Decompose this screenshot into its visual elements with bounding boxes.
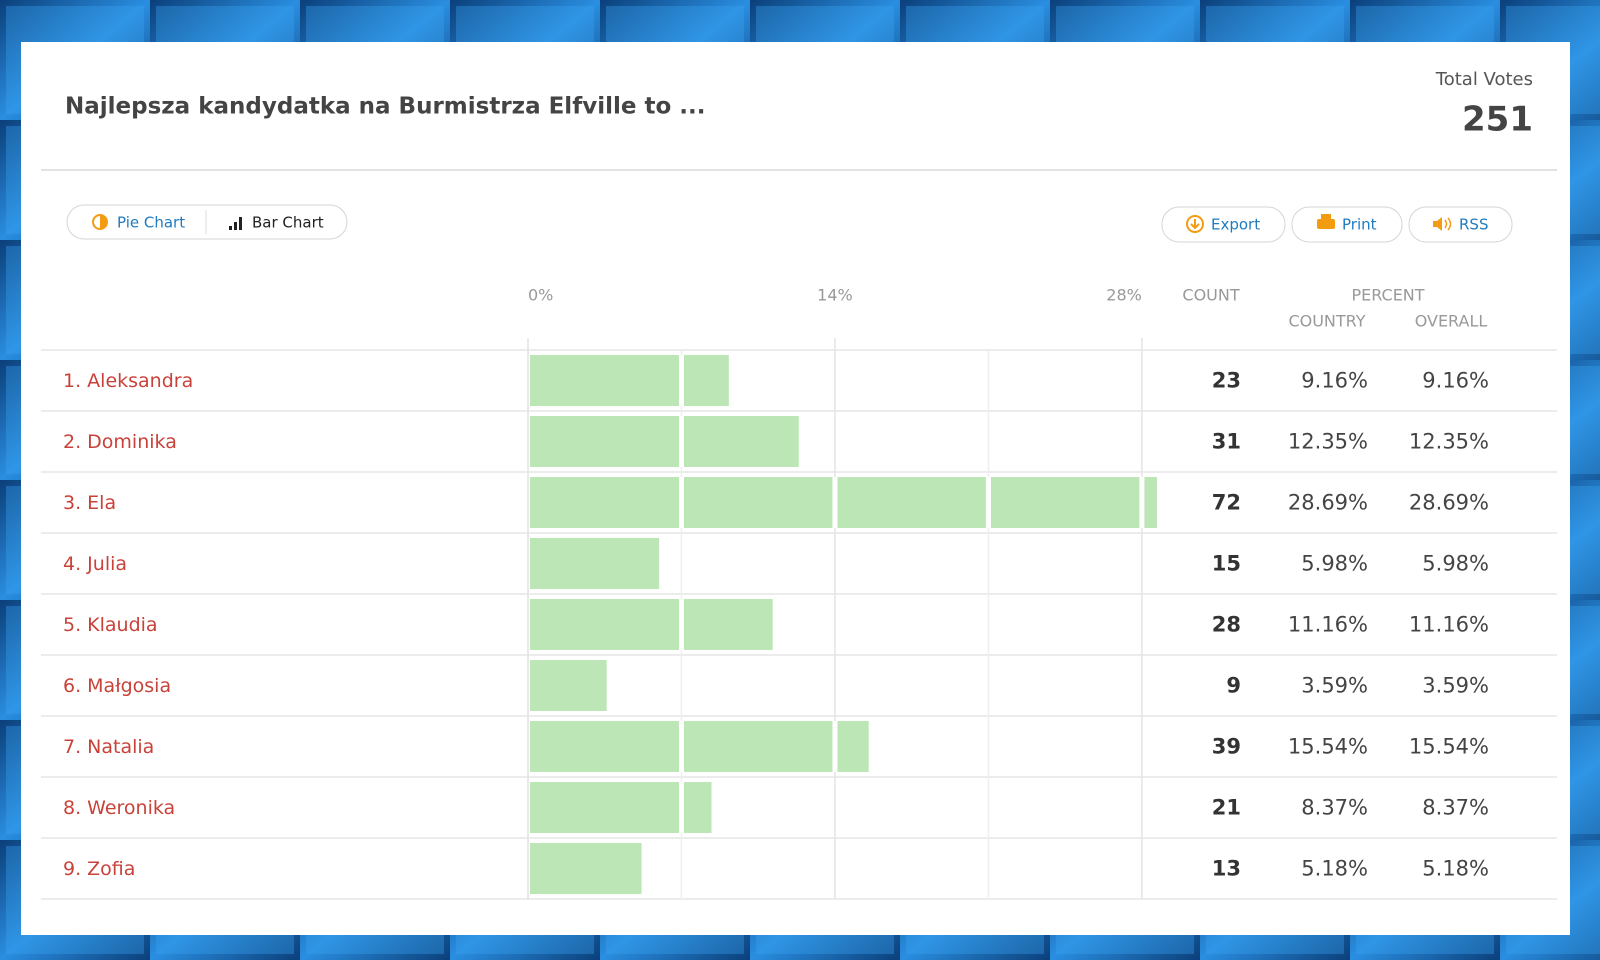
total-value: 251 [1462,100,1533,140]
candidate-name: 7. Natalia [63,736,154,758]
bar-icon [229,226,232,230]
bar [530,416,799,467]
country-percent: 15.54% [1288,735,1368,759]
pie-chart-label[interactable]: Pie Chart [117,214,185,232]
bar [530,599,773,650]
overall-percent: 15.54% [1409,735,1489,759]
vote-count: 23 [1212,369,1241,393]
candidate-name: 4. Julia [63,553,127,575]
overall-percent: 12.35% [1409,430,1489,454]
candidate-name: 2. Dominika [63,431,177,453]
vote-count: 15 [1212,552,1241,576]
rss-icon-waves [1444,217,1452,231]
print-pill[interactable] [1291,206,1403,243]
percent-header: PERCENT [1351,286,1424,305]
bar-icon [239,217,242,230]
bar-icon [234,222,237,230]
overall-percent: 8.37% [1422,796,1489,820]
vote-count: 21 [1212,796,1241,820]
overall-percent: 28.69% [1409,491,1489,515]
bar-chart-button[interactable]: Bar Chart [229,214,324,232]
vote-count: 31 [1212,430,1241,454]
country-percent: 11.16% [1288,613,1368,637]
vote-count: 39 [1212,735,1241,759]
print-icon [1317,219,1335,229]
count-header: COUNT [1182,286,1239,305]
bar [530,355,729,406]
overall-percent: 3.59% [1422,674,1489,698]
export-button[interactable]: Export [1161,206,1286,243]
country-percent: 9.16% [1301,369,1368,393]
country-percent: 12.35% [1288,430,1368,454]
country-header: COUNTRY [1288,312,1365,331]
candidate-name: 5. Klaudia [63,614,158,636]
bar [530,843,642,894]
print-button[interactable]: Print [1291,206,1403,243]
view-toggle [66,204,348,240]
overall-percent: 5.18% [1422,857,1489,881]
total-label: Total Votes [1435,69,1533,90]
candidate-name: 1. Aleksandra [63,370,193,392]
country-percent: 5.18% [1301,857,1368,881]
export-label[interactable]: Export [1211,216,1260,234]
rss-pill[interactable] [1408,206,1513,243]
print-icon-top [1321,214,1331,220]
rss-button[interactable]: RSS [1408,206,1513,243]
country-percent: 5.98% [1301,552,1368,576]
pie-chart-button[interactable]: Pie Chart [92,214,185,232]
country-percent: 28.69% [1288,491,1368,515]
rss-label[interactable]: RSS [1459,216,1488,234]
overall-percent: 11.16% [1409,613,1489,637]
overall-header: OVERALL [1415,312,1488,331]
country-percent: 8.37% [1301,796,1368,820]
bar [530,538,660,589]
candidate-name: 3. Ela [63,492,116,514]
print-label[interactable]: Print [1342,216,1377,234]
poll-title: Najlepsza kandydatka na Burmistrza Elfvi… [65,94,705,120]
bar [530,660,607,711]
overall-percent: 5.98% [1422,552,1489,576]
rss-icon [1433,217,1442,231]
pie-icon-fill [100,215,107,229]
vote-count: 28 [1212,613,1241,637]
vote-count: 9 [1226,674,1241,698]
export-icon [1186,215,1204,233]
candidate-name: 9. Zofia [63,858,135,880]
x-tick-label: 28% [1106,286,1142,305]
bar-chart-label[interactable]: Bar Chart [252,214,324,232]
vote-count: 13 [1212,857,1241,881]
overall-percent: 9.16% [1422,369,1489,393]
vote-count: 72 [1212,491,1241,515]
candidate-name: 6. Małgosia [63,675,171,697]
bar [530,782,712,833]
candidate-name: 8. Weronika [63,797,175,819]
x-tick-label: 14% [817,286,853,305]
x-tick-label: 0% [528,286,553,305]
bar [530,721,869,772]
bar [530,477,1157,528]
export-icon-arrow [1190,219,1200,230]
country-percent: 3.59% [1301,674,1368,698]
